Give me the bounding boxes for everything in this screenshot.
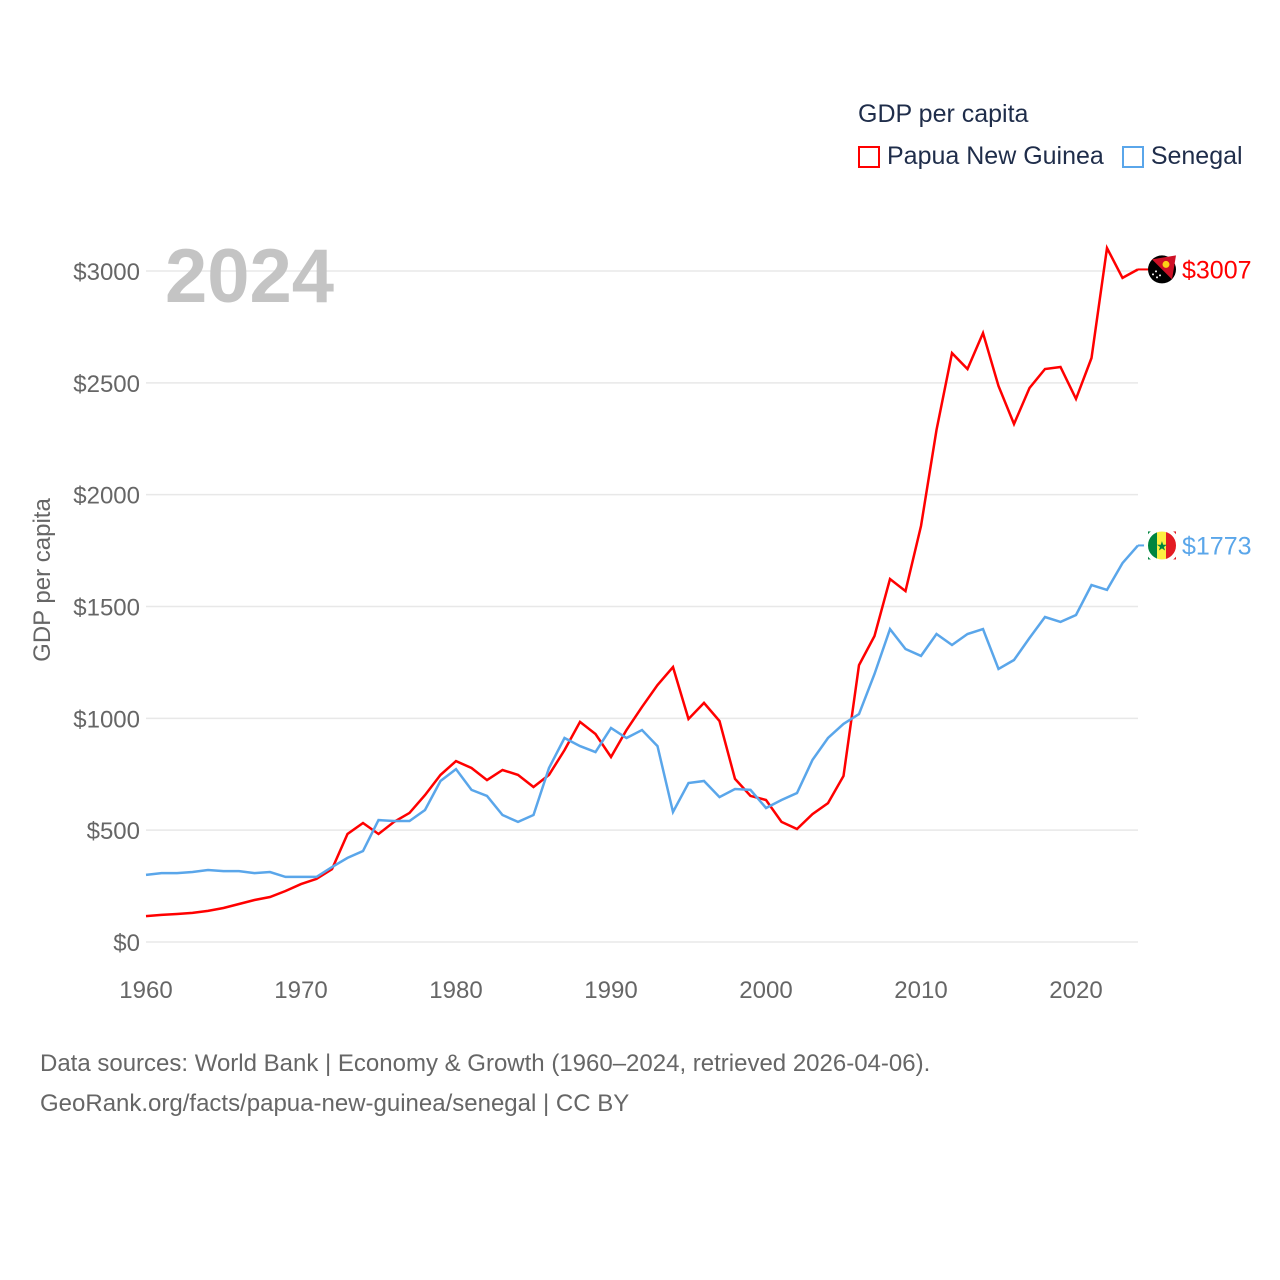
x-tick-label: 2010 — [894, 977, 947, 1004]
y-tick-label: $3000 — [73, 259, 140, 286]
x-tick-label: 2020 — [1049, 977, 1102, 1004]
source-link[interactable]: GeoRank.org/facts/papua-new-guinea/seneg… — [40, 1090, 630, 1117]
end-value-label: $1773 — [1182, 532, 1252, 560]
flag-red-stripe — [1166, 531, 1176, 560]
legend-swatch — [1121, 145, 1144, 168]
y-tick-label: $1000 — [73, 706, 140, 733]
y-tick-label: $1500 — [73, 595, 140, 622]
x-tick-label: 1980 — [429, 977, 482, 1004]
flag-yellow-stripe — [1157, 531, 1167, 560]
star-icon: ★ — [1156, 538, 1168, 553]
series-line-senegal — [145, 544, 1139, 879]
x-tick-label: 1990 — [584, 977, 637, 1004]
legend-swatch — [858, 145, 880, 168]
series-line-papua-new-guinea — [145, 243, 1139, 918]
y-axis-label: GDP per capita — [29, 498, 56, 662]
star-icon — [1155, 270, 1157, 273]
legend-label: Senegal — [1150, 142, 1243, 170]
y-tick-label: $2000 — [73, 483, 140, 510]
y-tick-label: $0 — [113, 930, 140, 957]
senegal-flag-icon — [1144, 527, 1180, 564]
bird-of-paradise-icon — [1162, 260, 1170, 268]
legend-label: Papua New Guinea — [887, 142, 1104, 170]
x-tick-label: 1960 — [119, 977, 172, 1004]
x-tick-label: 2000 — [739, 977, 792, 1004]
star-icon — [1156, 276, 1158, 279]
flag-red-part — [1152, 255, 1176, 280]
legend-item-senegal[interactable]: Senegal — [1121, 142, 1243, 171]
legend-title: GDP per capita — [858, 100, 1029, 128]
footer: Data sources: World Bank | Economy & Gro… — [40, 1044, 930, 1124]
y-tick-label: $2500 — [73, 371, 140, 398]
legend: Papua New Guinea Senegal — [858, 142, 1243, 171]
star-icon — [1152, 273, 1154, 276]
legend-item-papua-new-guinea[interactable]: Papua New Guinea — [858, 142, 1104, 171]
flag-green-stripe — [1148, 531, 1158, 560]
year-label: 2024 — [165, 234, 334, 319]
y-tick-label: $500 — [87, 818, 140, 845]
end-value-label: $3007 — [1182, 256, 1252, 284]
star-icon — [1159, 274, 1161, 277]
data-sources: Data sources: World Bank | Economy & Gro… — [40, 1050, 931, 1077]
x-tick-label: 1970 — [274, 977, 327, 1004]
